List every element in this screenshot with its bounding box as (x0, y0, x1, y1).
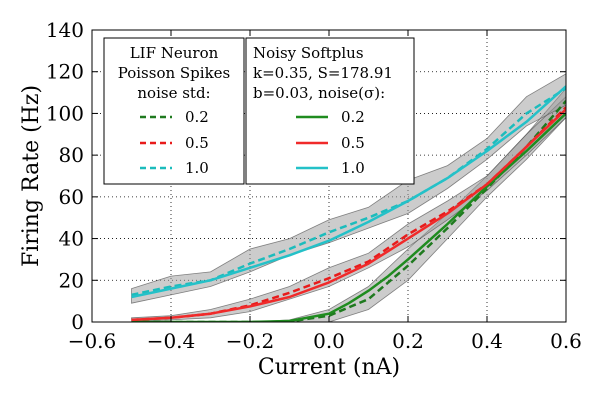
legend-softplus-box (245, 37, 415, 185)
legend-lif-title-1: LIF Neuron (130, 44, 219, 62)
legend-softplus-title-2: k=0.35, S=178.91 (253, 64, 393, 82)
axis-ticks (91, 29, 567, 323)
x-tick-label: −0.6 (68, 329, 117, 353)
legend-lif-title-2: Poisson Spikes (118, 64, 231, 82)
x-tick-label: −0.4 (147, 329, 196, 353)
lif-line-series-2 (131, 87, 566, 297)
y-tick-label: 140 (46, 18, 84, 42)
y-tick-label: 20 (59, 268, 84, 292)
legend-lif-label-0.2: 0.2 (185, 108, 209, 126)
y-tick-label: 120 (46, 60, 84, 84)
x-tick-label: 0.4 (471, 329, 503, 353)
legend-softplus: Noisy Softplus k=0.35, S=178.91 b=0.03, … (245, 37, 415, 185)
x-tick-label: 0.6 (550, 329, 582, 353)
series-lines (131, 85, 566, 322)
y-tick-label: 100 (46, 101, 84, 125)
y-tick-labels: 0 20 40 60 80 100 120 140 (46, 18, 84, 334)
y-axis-label: Firing Rate (Hz) (19, 85, 44, 267)
legend-softplus-label-1.0: 1.0 (341, 159, 365, 177)
legend-softplus-title-1: Noisy Softplus (253, 44, 364, 62)
legend-lif-box (103, 37, 245, 185)
softplus-line-series-4 (131, 108, 566, 322)
legend-lif-label-1.0: 1.0 (185, 159, 209, 177)
legend-softplus-title-3: b=0.03, noise(σ): (253, 84, 385, 102)
legend-lif-label-0.5: 0.5 (185, 134, 209, 152)
legend-softplus-label-0.2: 0.2 (341, 108, 365, 126)
softplus-line-series-5 (131, 85, 566, 299)
y-tick-label: 0 (71, 310, 84, 334)
y-tick-label: 60 (59, 185, 84, 209)
std-band-series-1 (131, 96, 566, 322)
x-axis-label: Current (nA) (258, 355, 400, 380)
legend-lif: LIF Neuron Poisson Spikes noise std: 0.2… (103, 37, 245, 185)
x-tick-label: 0.0 (313, 329, 345, 353)
std-band-series-2 (131, 73, 566, 304)
x-tick-label: 0.2 (392, 329, 424, 353)
legend-softplus-label-0.5: 0.5 (341, 134, 365, 152)
legend-lif-title-3: noise std: (137, 84, 210, 102)
y-tick-label: 40 (59, 227, 84, 251)
y-tick-label: 80 (59, 143, 84, 167)
softplus-line-series-3 (131, 112, 566, 322)
x-tick-labels: −0.6 −0.4 −0.2 0.0 0.2 0.4 0.6 (68, 329, 582, 353)
x-tick-label: −0.2 (226, 329, 275, 353)
